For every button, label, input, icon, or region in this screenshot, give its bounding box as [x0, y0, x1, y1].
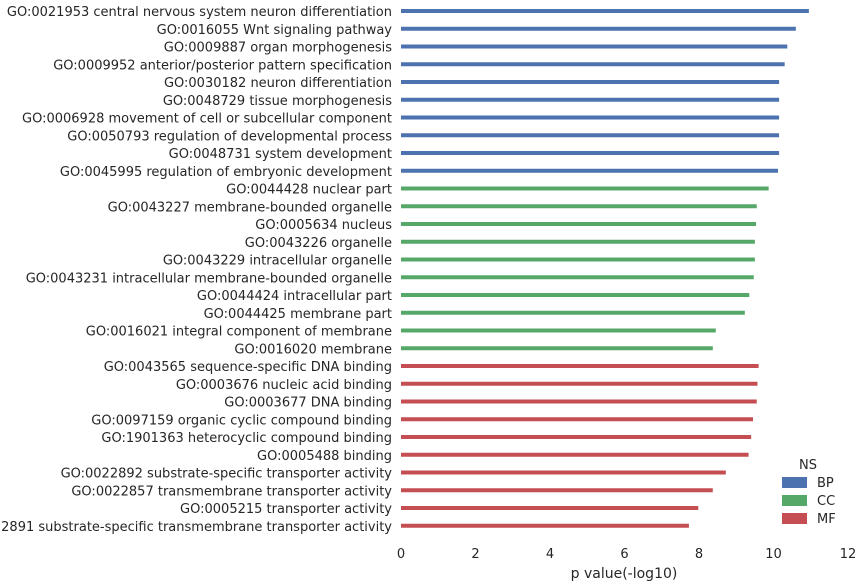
x-tick-label: 4 — [546, 547, 554, 562]
category-label: GO:0050793 regulation of developmental p… — [67, 129, 392, 144]
bar — [401, 62, 785, 67]
category-label: GO:0016020 membrane — [234, 342, 392, 357]
category-label: GO:0009952 anterior/posterior pattern sp… — [53, 58, 392, 73]
legend-title: NS — [799, 458, 817, 473]
category-label: GO:0030182 neuron differentiation — [164, 76, 392, 91]
category-label: GO:0043226 organelle — [245, 236, 392, 251]
legend-swatch — [782, 477, 807, 488]
bar — [401, 151, 780, 155]
category-label: GO:0009887 organ morphogenesis — [164, 41, 392, 56]
bar — [401, 488, 713, 493]
bar — [401, 168, 778, 173]
bar — [401, 9, 809, 13]
bar — [401, 523, 689, 528]
bar — [401, 470, 726, 475]
category-label: GO:0044428 nuclear part — [226, 183, 392, 198]
x-axis-label: p value(-log10) — [571, 566, 678, 582]
category-label: GO:0006928 movement of cell or subcellul… — [22, 112, 392, 127]
bar — [401, 310, 745, 315]
x-tick-label: 8 — [695, 547, 703, 562]
bar — [401, 133, 780, 138]
x-tick-label: 2 — [471, 547, 479, 562]
category-label: GO:0043231 intracellular membrane-bounde… — [26, 271, 392, 286]
bar — [401, 257, 755, 262]
category-label: GO:0005488 binding — [257, 449, 392, 464]
bar — [401, 417, 754, 422]
category-label: GO:0043229 intracellular organelle — [163, 254, 392, 269]
x-axis: 0 2 4 6 8 10 12 — [397, 547, 856, 562]
bars — [401, 9, 809, 528]
category-label: GO:0022891 substrate-specific transmembr… — [0, 520, 392, 535]
bar — [401, 399, 757, 404]
bar — [401, 80, 780, 84]
category-label: GO:0044425 membrane part — [204, 307, 392, 322]
legend-label: BP — [817, 476, 834, 491]
category-label: GO:0043227 membrane-bounded organelle — [108, 200, 392, 215]
category-labels: GO:0021953 central nervous system neuron… — [0, 5, 392, 535]
bar — [401, 186, 769, 191]
category-label: GO:0045995 regulation of embryonic devel… — [60, 165, 392, 180]
category-label: GO:0003676 nucleic acid binding — [176, 378, 392, 393]
category-label: GO:0044424 intracellular part — [197, 289, 392, 304]
x-tick-label: 10 — [765, 547, 782, 562]
bar — [401, 115, 780, 120]
bar — [401, 381, 758, 386]
bar — [401, 452, 749, 457]
category-label: GO:0048729 tissue morphogenesis — [163, 94, 392, 109]
x-tick-label: 0 — [397, 547, 405, 562]
category-label: GO:0005215 transporter activity — [180, 502, 392, 517]
bar — [401, 346, 713, 351]
category-label: GO:0022857 transmembrane transporter act… — [71, 484, 392, 499]
bar — [401, 506, 699, 510]
bar — [401, 204, 757, 209]
bar — [401, 293, 750, 297]
category-label: GO:0005634 nucleus — [255, 218, 392, 233]
bar — [401, 364, 759, 368]
category-label: GO:0021953 central nervous system neuron… — [7, 5, 392, 20]
legend-label: MF — [817, 512, 836, 527]
bar — [401, 222, 756, 226]
bar — [401, 275, 754, 280]
category-label: GO:0097159 organic cyclic compound bindi… — [91, 413, 392, 428]
legend-swatch — [782, 513, 807, 524]
x-tick-label: 6 — [620, 547, 628, 562]
bar — [401, 328, 716, 333]
category-label: GO:0003677 DNA binding — [224, 396, 392, 411]
legend-label: CC — [817, 494, 835, 509]
x-tick-label: 12 — [840, 547, 857, 562]
bar — [401, 97, 780, 102]
legend-swatch — [782, 495, 807, 506]
bar — [401, 26, 796, 31]
bar — [401, 239, 755, 244]
bar — [401, 44, 788, 49]
category-label: GO:0048731 system development — [169, 147, 392, 162]
category-label: GO:1901363 heterocyclic compound binding — [101, 431, 392, 446]
category-label: GO:0043565 sequence-specific DNA binding — [104, 360, 392, 375]
category-label: GO:0022892 substrate-specific transporte… — [61, 467, 393, 482]
bar — [401, 435, 752, 439]
category-label: GO:0016021 integral component of membran… — [86, 325, 392, 340]
category-label: GO:0016055 Wnt signaling pathway — [157, 23, 393, 38]
